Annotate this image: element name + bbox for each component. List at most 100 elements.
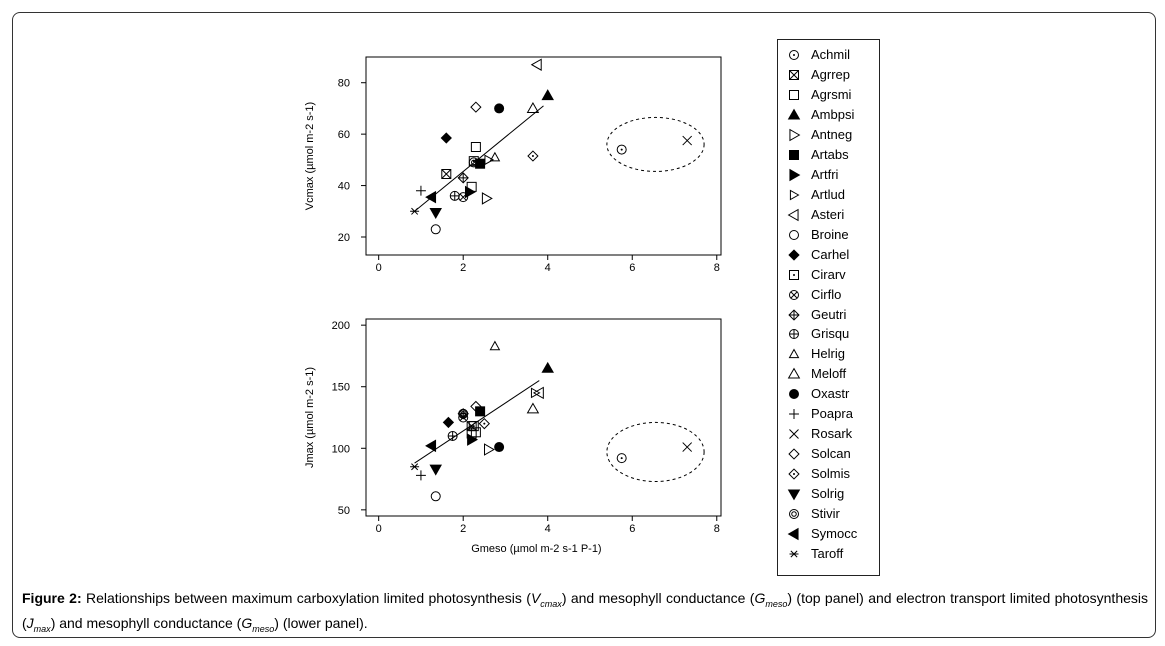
legend-marker-triangle-right-open-icon	[789, 128, 801, 142]
panel-top: 0 2 4 6 8 20 40 60 80 Vcmax (µmol m-2 s-1)	[304, 56, 722, 274]
x-tick-label: 2	[460, 523, 466, 535]
legend-marker-triangle-up-small-icon	[788, 348, 800, 359]
legend-item-poapra: Poapra	[778, 405, 879, 423]
caption-text-5: ) (lower panel).	[274, 614, 368, 631]
plot-area-bottom	[365, 318, 722, 517]
legend-label: Achmil	[811, 47, 851, 62]
point-artfri	[464, 185, 476, 199]
legend-label: Artlud	[811, 186, 845, 202]
point-carhel	[442, 416, 455, 429]
point-agrrep	[441, 169, 452, 179]
x-tick-label: 4	[545, 262, 551, 274]
point-artlud	[484, 154, 495, 166]
legend-label: Rosark	[811, 426, 853, 442]
point-asteri	[530, 58, 542, 71]
legend-marker-circle-dot-icon	[789, 50, 799, 60]
point-carhel	[440, 132, 452, 144]
legend-marker-triangle-right-small-icon	[789, 189, 800, 201]
legend-item-oxastr: Oxastr	[778, 385, 879, 403]
legend-label: Solmis	[811, 466, 851, 482]
legend-marker-circle-circle-icon	[789, 509, 799, 520]
legend-marker-triangle-up-open-icon	[787, 367, 801, 379]
legend-label: Artabs	[811, 146, 849, 162]
caption-sub-meso1: meso	[765, 598, 788, 609]
legend-item-stivir: Stivir	[778, 505, 879, 523]
point-rosark	[682, 442, 693, 452]
point-rosark	[682, 135, 693, 146]
legend-marker-square-filled-icon	[789, 149, 799, 160]
legend-item-antneg: Antneg	[778, 126, 879, 144]
point-solcan	[470, 400, 482, 413]
y-tick-label: 100	[332, 443, 350, 455]
y-tick-label: 200	[332, 320, 350, 332]
caption-text-3: ) (top panel) and electron transport lim…	[22, 590, 1148, 631]
legend-marker-plus-icon	[789, 409, 799, 420]
regression-line-top	[414, 105, 544, 212]
legend-item-rosark: Rosark	[778, 425, 879, 443]
point-artabs	[475, 406, 486, 417]
legend-label: Broine	[811, 226, 849, 242]
legend-marker-diamond-filled-icon	[788, 248, 800, 261]
legend-marker-asterisk-icon	[789, 550, 799, 558]
legend-marker-cross-icon	[789, 429, 799, 440]
legend-marker-diamond-dot-icon	[788, 468, 800, 480]
legend-marker-triangle-left-filled-icon	[787, 527, 799, 541]
legend-marker-triangle-up-filled-icon	[787, 108, 801, 120]
legend-label: Ambpsi	[811, 106, 855, 122]
point-oxastr	[494, 103, 505, 114]
legend-label: Helrig	[811, 346, 845, 362]
legend-label: Geutri	[811, 306, 847, 322]
legend-label: Meloff	[811, 366, 847, 382]
legend-label: Cirflo	[811, 286, 842, 302]
legend-item-carhel: Carhel	[778, 246, 879, 264]
caption-symbol-v: V	[530, 590, 541, 606]
point-symocc	[425, 190, 437, 204]
figure-frame	[12, 12, 1156, 638]
legend-item-geutri: Geutri	[778, 306, 879, 324]
x-tick-label: 8	[714, 523, 720, 535]
legend-item-artabs: Artabs	[778, 146, 879, 164]
legend-item-cirflo: Cirflo	[778, 286, 879, 304]
x-axis-label: Gmeso (µmol m-2 s-1 P-1)	[471, 543, 601, 555]
point-artabs	[475, 158, 486, 169]
panel-bottom: 0 2 4 6 8 50 100 150 200 Jmax (µmol m-2 s-1) Gmeso…	[304, 318, 722, 555]
point-symocc	[425, 439, 437, 453]
x-tick-label: 2	[460, 262, 466, 274]
point-cirarv	[468, 421, 479, 432]
point-solrig	[429, 464, 442, 476]
point-antneg	[481, 192, 493, 205]
caption-sub-cmax: cmax	[540, 598, 562, 609]
plot-area-top	[365, 56, 722, 256]
legend-label: Taroff	[811, 546, 844, 562]
legend-label: Agrsmi	[811, 86, 852, 102]
point-poapra	[415, 185, 426, 196]
point-broine	[430, 491, 441, 502]
legend-label: Grisqu	[811, 326, 850, 342]
x-tick-label: 6	[629, 262, 635, 274]
legend-marker-square-x-icon	[789, 69, 799, 80]
legend-box: Achmil Agrrep Agrsmi Ambpsi Antneg Artabs Artf…	[777, 39, 880, 576]
point-artlud	[530, 387, 541, 399]
legend-marker-square-dot-icon	[789, 269, 799, 280]
legend-item-solcan: Solcan	[778, 445, 879, 463]
figure-plots: 0 2 4 6 8 20 40 60 80 Vcmax (µmol m-2 s-1) 0 2 4 6 8 50…	[304, 56, 722, 555]
figure-caption: Figure 2: Relationships between maximum …	[22, 589, 1148, 639]
legend-label: Stivir	[811, 506, 840, 522]
legend-item-symocc: Symocc	[778, 525, 879, 543]
point-stivir	[458, 408, 469, 419]
legend-marker-circle-plus-icon	[789, 329, 799, 340]
point-helrig	[489, 340, 501, 351]
legend-item-meloff: Meloff	[778, 365, 879, 383]
point-achmil	[616, 453, 627, 464]
point-taroff	[410, 463, 420, 471]
caption-sub-meso2: meso	[252, 623, 275, 634]
legend-marker-diamond-plus-icon	[788, 308, 800, 321]
point-helrig	[489, 151, 501, 162]
legend-item-agrrep: Agrrep	[778, 66, 879, 84]
y-tick-label: 150	[332, 382, 350, 394]
point-oxastr	[494, 442, 505, 453]
point-asteri	[532, 386, 544, 400]
caption-symbol-j: J	[26, 614, 34, 631]
legend-item-taroff: Taroff	[778, 545, 879, 563]
legend-label: Asteri	[811, 206, 845, 222]
